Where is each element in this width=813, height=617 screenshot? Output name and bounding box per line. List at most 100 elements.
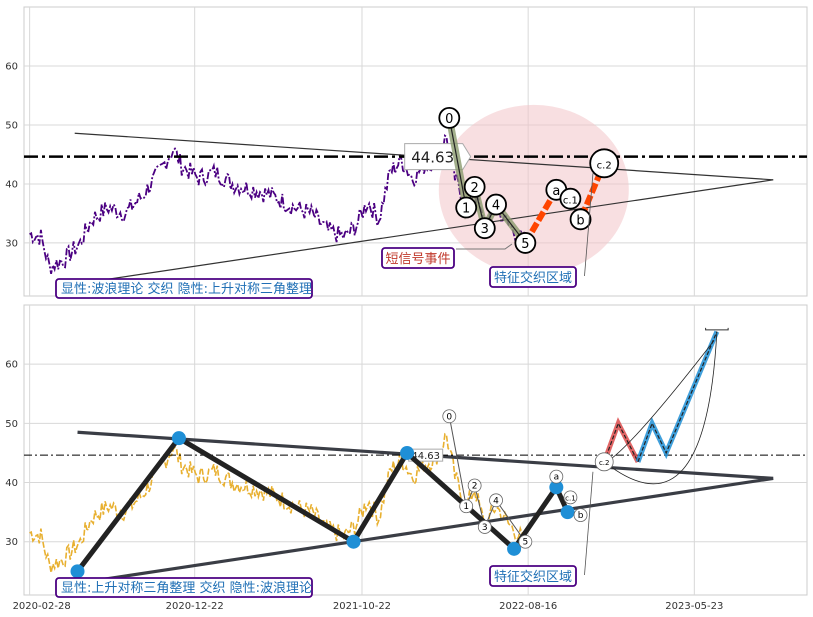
x-tick-label: 2020-12-22: [166, 601, 224, 612]
legend-box: [55, 577, 313, 598]
wave-label-text: 4: [493, 496, 499, 506]
x-axis: 2020-02-28 2020-12-22 2021-10-22 2022-08-16…: [13, 601, 724, 612]
short-signal-arrow: [456, 243, 513, 250]
legend: 显性:波浪理论 交织 隐性:上升对称三角整理: [55, 278, 313, 299]
y-tick-label: 30: [5, 537, 18, 548]
short-signal-box: [381, 247, 455, 269]
pivot-point: [560, 505, 575, 520]
wave-structure: 0 12 3 4 5 a c.1 b c.2: [70, 327, 729, 579]
wave-label-text: b: [576, 213, 584, 228]
wave-label-2: 2: [467, 478, 482, 493]
legend: 显性:上升对称三角整理 交织 隐性:波浪理论: [55, 577, 313, 598]
wave-label-4: 4: [489, 493, 503, 508]
level-label-text: 44.63: [411, 451, 440, 462]
level-label-text: 44.63: [411, 149, 454, 167]
wave-label-text: 5: [522, 538, 528, 548]
legend-text: 显性:上升对称三角整理 交织 隐性:波浪理论: [61, 580, 312, 596]
wave-label-1: 1: [455, 196, 478, 219]
wave-label-2: 2: [463, 175, 486, 198]
impulse-line: [448, 416, 526, 543]
wave-label-text: b: [578, 511, 584, 521]
top-panel: 30 40 50 60 44.63 0 12 34 5 ac.1 b c.2 显性:波浪理论 交织 隐性…: [5, 6, 808, 299]
pivot-point: [346, 534, 361, 549]
zone-label: 特征交织区域: [489, 266, 577, 288]
y-tick-label: 40: [5, 179, 18, 190]
forecast-line: [637, 331, 718, 463]
legend-box: [55, 278, 313, 299]
wave-label-circle: [455, 196, 478, 219]
y-tick-label: 60: [5, 61, 18, 72]
pivot-point: [171, 431, 186, 446]
price-series-line: [29, 432, 527, 573]
zone-box: [489, 266, 577, 288]
wave-label-text: c.2: [599, 459, 610, 467]
wave-label-circle: [589, 148, 620, 179]
wave-label-text: 2: [472, 482, 478, 492]
wave-label-text: 1: [462, 202, 470, 217]
forecast-alt-line: [603, 421, 639, 463]
wave-label-0: 0: [438, 106, 461, 129]
wave-label-text: 0: [446, 412, 452, 422]
wave-label-circle: [459, 499, 474, 514]
x-tick-label: 2023-05-23: [665, 601, 723, 612]
projection-arc: [603, 331, 718, 485]
x-tick-label: 2021-10-22: [333, 601, 391, 612]
y-tick-label: 50: [5, 419, 18, 430]
wave-label-circle: [569, 208, 592, 231]
x-tick-label: 2020-02-28: [13, 601, 71, 612]
wave-label-circle: [467, 478, 482, 493]
wave-label-circle: [549, 469, 564, 484]
pivot-point: [400, 445, 415, 460]
triangle-lower-line: [77, 476, 774, 585]
wave-label-text: 1: [463, 502, 469, 512]
y-tick-label: 30: [5, 238, 18, 249]
wave-label-b: b: [569, 208, 592, 231]
wave-label-circle: [518, 534, 533, 549]
target-bracket: [705, 327, 729, 331]
wave-label-text: 3: [482, 523, 488, 533]
wave-label-text: c.1: [563, 196, 578, 207]
wave-structure: 0 12 34 5 ac.1 b c.2: [438, 106, 620, 254]
wave-label-text: c.1: [565, 494, 576, 502]
wave-label-c.2: c.2: [589, 148, 620, 179]
wave-label-4: 4: [485, 193, 507, 216]
wave-label-a: a: [549, 469, 564, 484]
wave-label-circle: [594, 452, 614, 472]
y-tick-label: 50: [5, 120, 18, 131]
wave-label-text: a: [554, 473, 560, 483]
wave-label-text: 3: [481, 222, 489, 237]
zone-text: 特征交织区域: [494, 569, 572, 585]
wave-label-circle: [485, 193, 507, 216]
wave-label-circle: [514, 232, 537, 254]
wave-label-3: 3: [473, 217, 496, 240]
y-tick-label: 60: [5, 360, 18, 371]
wave-label-circle: [563, 490, 578, 505]
wave-label-text: 2: [471, 181, 479, 196]
y-tick-label: 40: [5, 478, 18, 489]
wave-label-circle: [573, 508, 588, 523]
wave-label-5: 5: [514, 232, 537, 254]
pivot-point: [507, 541, 522, 556]
wave-label-circle: [559, 187, 582, 210]
wave-label-text: 4: [492, 199, 500, 214]
wave-label-circle: [442, 409, 457, 424]
short-signal-text: 短信号事件: [385, 252, 450, 267]
zone-pointer: [584, 173, 594, 277]
wave-label-c.1: c.1: [559, 187, 582, 210]
triangle-lower-line: [74, 179, 774, 285]
wave-label-b: b: [573, 508, 588, 523]
wave-label-c.2: c.2: [594, 452, 614, 472]
wave-label-text: 0: [445, 112, 453, 127]
pivot-point: [549, 480, 564, 495]
wave-label-3: 3: [477, 520, 492, 534]
wave-label-circle: [463, 175, 486, 198]
bottom-panel: 30 40 50 60 44.63 0 12 3 4 5 a c.1 b c.2 显性:上升对称三角整理 交…: [5, 304, 808, 598]
wave-label-circle: [473, 217, 496, 240]
short-signal-label: 短信号事件: [381, 243, 513, 269]
zone-label: 特征交织区域: [489, 565, 577, 587]
wave-label-circle: [489, 493, 503, 508]
wave-label-text: a: [552, 184, 560, 199]
wave-label-5: 5: [518, 534, 533, 549]
wave-label-text: 5: [521, 237, 529, 252]
